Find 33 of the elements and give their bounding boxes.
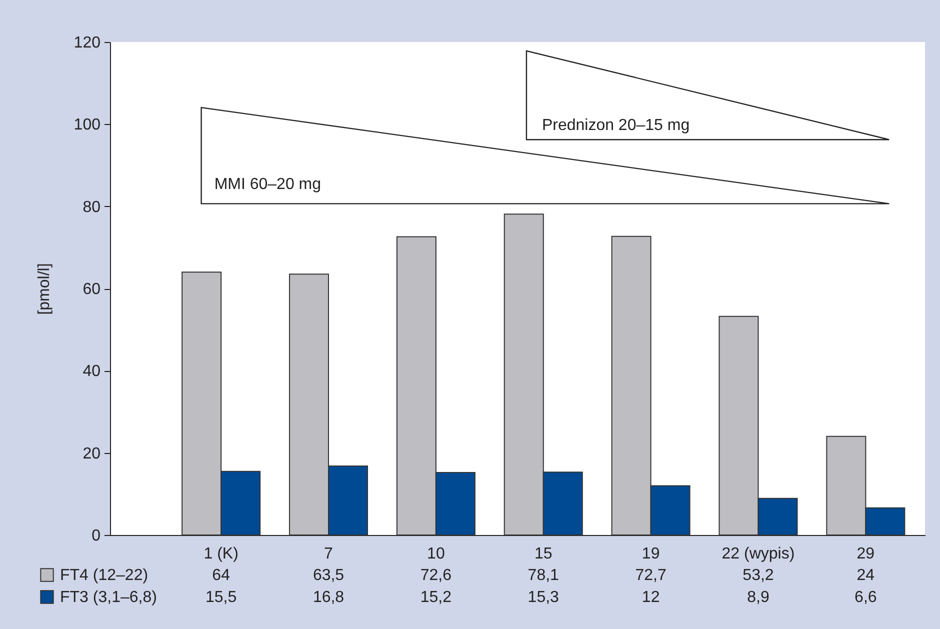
data-label: 8,9 xyxy=(747,589,770,606)
data-label: 63,5 xyxy=(312,567,344,584)
x-tick-label: 10 xyxy=(427,546,445,562)
y-tick-label: 60 xyxy=(82,281,101,298)
data-label: 72,7 xyxy=(635,567,666,584)
y-axis-title: [pmol/l] xyxy=(36,263,53,315)
y-tick-label: 40 xyxy=(82,363,101,380)
x-tick-label: 22 (wypis) xyxy=(722,546,795,562)
data-label: 12 xyxy=(642,589,660,606)
data-label: 53,2 xyxy=(742,567,774,584)
y-tick-label: 120 xyxy=(74,34,101,52)
y-tick-label: 100 xyxy=(74,116,101,134)
data-label: 15,5 xyxy=(205,589,237,606)
legend-label: FT3 (3,1–6,8) xyxy=(60,589,157,606)
x-tick-label: 19 xyxy=(642,546,660,562)
data-label: 64 xyxy=(212,567,230,584)
y-tick-label: 80 xyxy=(82,198,101,216)
x-tick-label: 29 xyxy=(856,546,875,562)
data-label: 6,6 xyxy=(854,589,877,606)
data-label: 15,3 xyxy=(528,589,560,606)
data-label: 78,1 xyxy=(528,567,560,584)
y-tick-label: 0 xyxy=(92,528,101,544)
y-tick-label: 20 xyxy=(82,445,101,462)
data-label: 16,8 xyxy=(312,589,344,606)
annotation: MMI 60–20 mg xyxy=(214,176,322,193)
annotation: Prednizon 20–15 mg xyxy=(542,117,690,134)
x-tick-label: 1 (K) xyxy=(204,546,238,562)
data-label: 15,2 xyxy=(420,589,452,606)
data-label: 72,6 xyxy=(420,567,452,584)
x-tick-label: 7 xyxy=(324,546,334,562)
x-tick-label: 15 xyxy=(534,546,552,562)
legend-label: FT4 (12–22) xyxy=(60,567,148,584)
data-label: 24 xyxy=(856,567,875,584)
